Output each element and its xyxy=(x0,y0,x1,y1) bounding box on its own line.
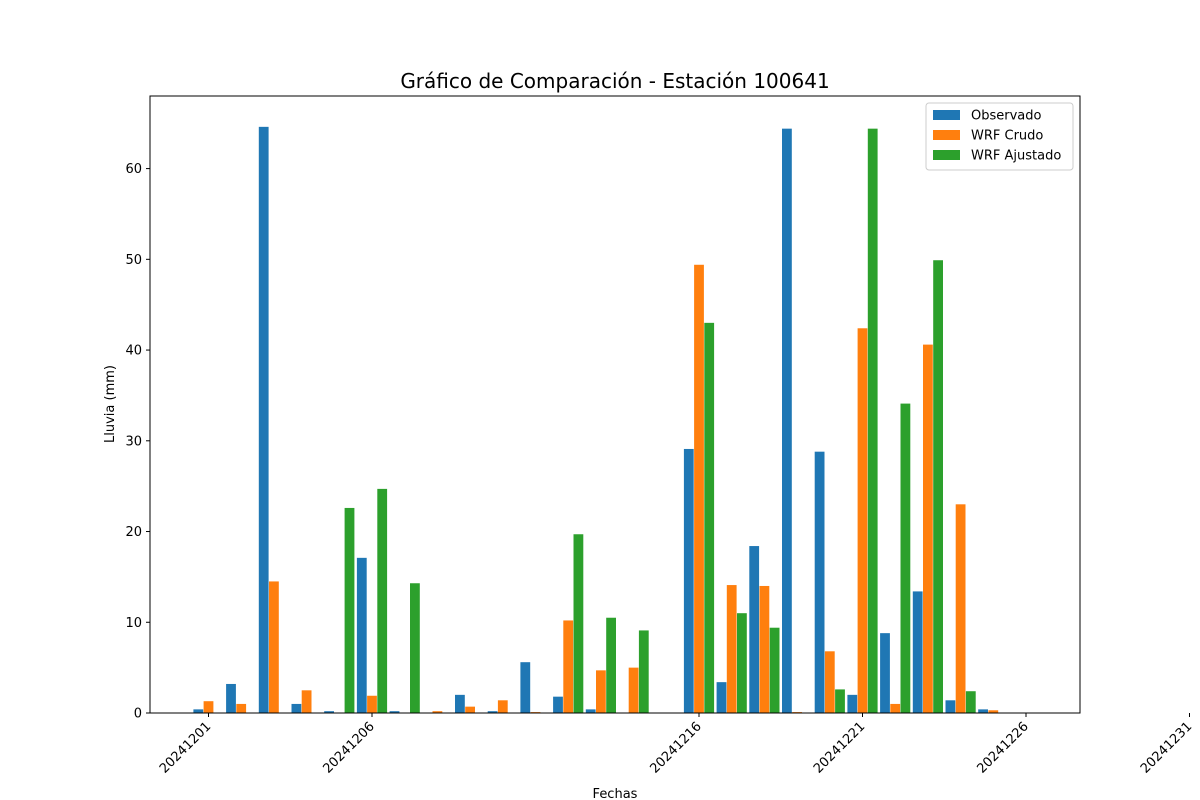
bar-wrf-ajustado-20241207 xyxy=(410,583,420,713)
bar-wrf-ajustado-20241221 xyxy=(867,128,878,713)
plot-frame xyxy=(149,95,1081,714)
bar-observado-20241225 xyxy=(978,709,988,713)
bar-observado-20241216 xyxy=(683,448,694,713)
y-tick-label-0: 0 xyxy=(134,707,142,722)
bar-wrf-ajustado-20241217 xyxy=(737,613,747,713)
bar-wrf-crudo-20241224 xyxy=(955,504,966,713)
legend-label-wrf-crudo: WRF Crudo xyxy=(971,129,1043,144)
bar-layer xyxy=(193,126,999,714)
bar-wrf-crudo-20241213 xyxy=(596,670,606,713)
bar-observado-20241201 xyxy=(193,709,204,713)
bar-wrf-crudo-20241225 xyxy=(988,710,999,713)
bar-observado-20241202 xyxy=(226,683,236,713)
bar-observado-20241205 xyxy=(324,711,334,713)
bar-observado-20241218 xyxy=(749,546,760,713)
bar-observado-20241211 xyxy=(520,662,531,713)
legend: Observado WRF Crudo WRF Ajustado xyxy=(925,102,1074,171)
bar-wrf-crudo-20241203 xyxy=(269,581,279,713)
x-axis-label: Fechas xyxy=(593,787,638,800)
bar-wrf-crudo-20241223 xyxy=(923,344,933,713)
bar-observado-20241206 xyxy=(356,557,367,713)
bar-observado-20241223 xyxy=(912,591,923,713)
bar-observado-20241220 xyxy=(814,451,825,713)
bar-wrf-ajustado-20241218 xyxy=(769,627,780,713)
chart-title: Gráfico de Comparación - Estación 100641 xyxy=(400,69,829,93)
legend-box xyxy=(925,102,1074,171)
bar-wrf-crudo-20241206 xyxy=(367,695,377,713)
bar-wrf-crudo-20241209 xyxy=(465,706,475,713)
bar-wrf-ajustado-20241212 xyxy=(573,534,584,713)
bar-wrf-crudo-20241204 xyxy=(301,690,312,713)
bar-wrf-crudo-20241218 xyxy=(759,585,770,713)
y-axis: 0 10 20 30 40 50 60 xyxy=(125,162,150,722)
bar-wrf-crudo-20241212 xyxy=(563,620,574,713)
bar-wrf-ajustado-20241223 xyxy=(933,260,943,713)
bar-wrf-ajustado-20241205 xyxy=(344,507,355,713)
bar-observado-20241203 xyxy=(258,126,269,714)
bar-wrf-crudo-20241210 xyxy=(497,700,508,713)
bar-wrf-ajustado-20241213 xyxy=(606,617,616,713)
bar-wrf-crudo-20241202 xyxy=(236,703,247,713)
legend-swatch-observado xyxy=(933,110,960,120)
y-tick-label-50: 50 xyxy=(125,253,142,268)
bar-observado-20241219 xyxy=(782,128,792,713)
y-tick-label-30: 30 xyxy=(125,434,142,449)
bar-wrf-ajustado-20241216 xyxy=(704,322,715,713)
bar-observado-20241222 xyxy=(880,633,890,713)
bar-wrf-crudo-20241220 xyxy=(824,651,835,713)
bar-observado-20241217 xyxy=(716,682,727,713)
bar-wrf-crudo-20241216 xyxy=(694,264,704,713)
bar-observado-20241224 xyxy=(945,700,956,713)
bar-wrf-crudo-20241221 xyxy=(857,328,868,713)
bar-observado-20241207 xyxy=(389,711,400,713)
legend-swatch-wrf-crudo xyxy=(933,130,960,140)
y-axis-label: Lluvia (mm) xyxy=(103,365,118,443)
bar-wrf-crudo-20241208 xyxy=(432,711,443,713)
bar-wrf-ajustado-20241220 xyxy=(835,689,845,713)
legend-label-observado: Observado xyxy=(971,109,1042,124)
bar-observado-20241213 xyxy=(585,709,596,713)
bar-observado-20241204 xyxy=(291,703,302,713)
y-tick-label-10: 10 xyxy=(125,616,142,631)
bar-wrf-ajustado-20241222 xyxy=(900,403,911,713)
y-tick-label-40: 40 xyxy=(125,344,142,359)
bar-wrf-crudo-20241217 xyxy=(726,585,737,713)
bar-observado-20241210 xyxy=(487,711,498,713)
bar-wrf-crudo-20241222 xyxy=(890,703,901,713)
bar-wrf-ajustado-20241214 xyxy=(638,630,649,713)
y-tick-label-20: 20 xyxy=(125,525,142,540)
bar-wrf-crudo-20241214 xyxy=(628,667,639,713)
legend-swatch-wrf-ajustado xyxy=(933,150,960,160)
bar-wrf-ajustado-20241206 xyxy=(377,488,388,713)
bar-wrf-ajustado-20241224 xyxy=(965,691,976,713)
bar-observado-20241221 xyxy=(847,694,858,713)
bar-wrf-crudo-20241201 xyxy=(203,701,214,713)
legend-label-wrf-ajustado: WRF Ajustado xyxy=(971,149,1061,164)
bar-observado-20241209 xyxy=(455,694,465,713)
y-tick-label-60: 60 xyxy=(125,162,142,177)
bar-observado-20241212 xyxy=(553,696,563,713)
